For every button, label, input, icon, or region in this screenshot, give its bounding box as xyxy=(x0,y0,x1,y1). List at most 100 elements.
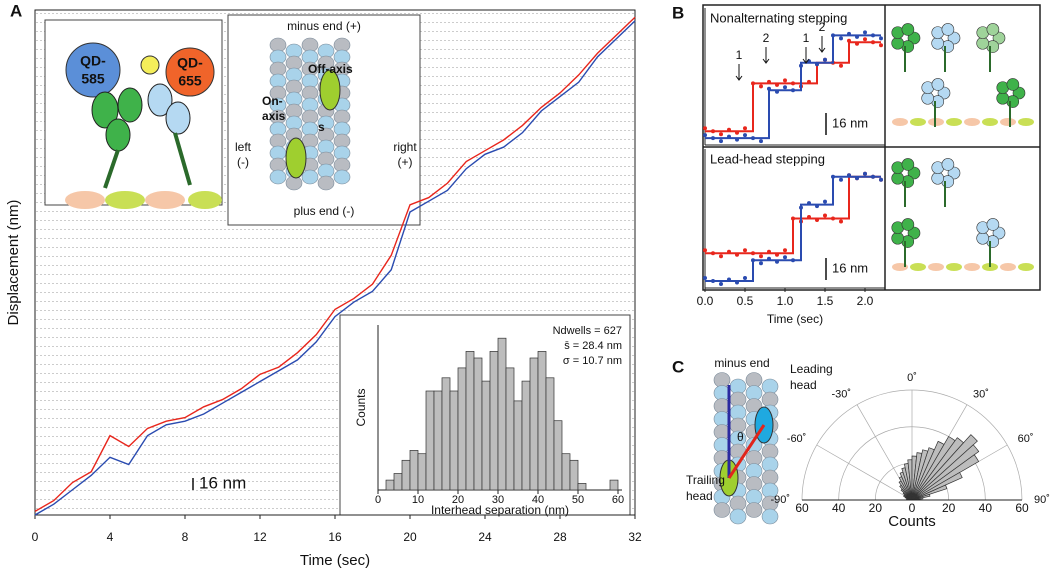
bar xyxy=(433,390,443,491)
panel-label: B xyxy=(672,3,684,22)
theta-tick-label: 90˚ xyxy=(1034,494,1050,506)
annotation: s̄ = 28.4 nm xyxy=(564,340,622,352)
data-point xyxy=(879,177,883,182)
petal xyxy=(901,23,915,36)
panel-label: A xyxy=(10,1,22,20)
tubulin xyxy=(745,502,763,518)
petal xyxy=(992,226,1006,240)
data-point xyxy=(807,79,811,84)
x-tick-label: 0 xyxy=(375,494,381,506)
data-point xyxy=(799,205,803,210)
data-point xyxy=(711,129,715,134)
trace xyxy=(705,175,881,283)
data-point xyxy=(775,252,779,257)
x-tick-label: 8 xyxy=(182,530,189,544)
x-tick-label: 20 xyxy=(403,530,417,544)
lattice xyxy=(946,118,962,126)
bar xyxy=(505,367,515,491)
bar xyxy=(537,351,547,491)
bar xyxy=(473,357,483,491)
c-labels: minus end Leading head Trailing head θ xyxy=(686,356,833,503)
head xyxy=(285,137,307,179)
bar xyxy=(441,377,451,491)
data-point xyxy=(759,84,763,89)
x-tick-label: 1.5 xyxy=(817,294,834,308)
mt-label: On- xyxy=(262,94,283,108)
petal xyxy=(901,158,915,171)
petal xyxy=(976,36,989,50)
bar xyxy=(385,479,395,491)
petal xyxy=(1006,78,1020,91)
x-tick-label: 16 xyxy=(328,530,342,544)
lattice xyxy=(946,263,962,271)
mt-label: Off-axis xyxy=(308,62,353,76)
data-point xyxy=(719,132,723,137)
petal xyxy=(941,23,955,36)
panel-b-frame xyxy=(702,4,1041,291)
theta-tick-label: -30˚ xyxy=(831,388,851,400)
lattice xyxy=(982,118,998,126)
data-point xyxy=(855,176,859,181)
x-tick-label: 10 xyxy=(412,494,424,506)
scale-label: 16 nm xyxy=(199,473,246,492)
tubulin xyxy=(333,169,351,185)
data-point xyxy=(791,81,795,86)
data-point xyxy=(767,79,771,84)
petal xyxy=(986,23,1000,36)
data-point xyxy=(759,139,763,144)
mt-label: right xyxy=(393,140,417,154)
petal xyxy=(907,31,921,45)
bar xyxy=(521,380,531,491)
data-point xyxy=(839,36,843,41)
tubulin xyxy=(761,508,779,525)
step-arrow xyxy=(818,36,826,53)
c-label: θ xyxy=(737,430,744,444)
data-point xyxy=(783,248,787,253)
bar xyxy=(569,459,579,491)
data-point xyxy=(863,171,867,176)
qd-label: 585 xyxy=(81,71,105,87)
tubulin xyxy=(713,502,731,518)
data-point xyxy=(799,63,803,68)
wedge xyxy=(911,444,980,501)
data-point xyxy=(879,43,883,48)
data-point xyxy=(791,216,795,221)
data-point xyxy=(703,126,707,131)
data-point xyxy=(711,251,715,256)
petal xyxy=(1012,86,1026,100)
step-arrow xyxy=(762,47,770,64)
petal xyxy=(921,91,934,105)
data-point xyxy=(815,218,819,222)
data-point xyxy=(711,279,715,284)
tubulin xyxy=(317,175,335,191)
data-point xyxy=(743,276,747,281)
x-tick-label: 1.0 xyxy=(777,294,794,308)
bar xyxy=(561,453,571,491)
x-tick-label: 32 xyxy=(628,530,642,544)
data-point xyxy=(855,41,859,46)
data-point xyxy=(775,259,779,264)
data-point xyxy=(759,254,763,259)
theta-tick-label: -90˚ xyxy=(770,494,790,506)
bar xyxy=(489,351,499,491)
lattice xyxy=(1018,118,1034,126)
lattice xyxy=(1018,263,1034,271)
data-point xyxy=(783,78,787,83)
bar xyxy=(497,337,507,491)
r-axis-label: Counts xyxy=(888,513,936,530)
stepping-cartoons xyxy=(891,23,1034,271)
step-label: 1 xyxy=(803,31,810,45)
petal xyxy=(931,78,945,91)
petal xyxy=(931,171,944,185)
lattice xyxy=(892,118,908,126)
theta-tick-label: -60˚ xyxy=(787,433,807,445)
tubulin xyxy=(269,169,287,185)
scale-label: 16 nm xyxy=(832,260,868,275)
data-point xyxy=(871,33,875,38)
theta-tick-label: 0˚ xyxy=(907,372,917,384)
r-tick-label: 40 xyxy=(979,501,993,515)
bar xyxy=(577,483,587,491)
lattice xyxy=(910,118,926,126)
y-axis-label: Displacement (nm) xyxy=(5,200,22,326)
data-point xyxy=(807,215,811,219)
